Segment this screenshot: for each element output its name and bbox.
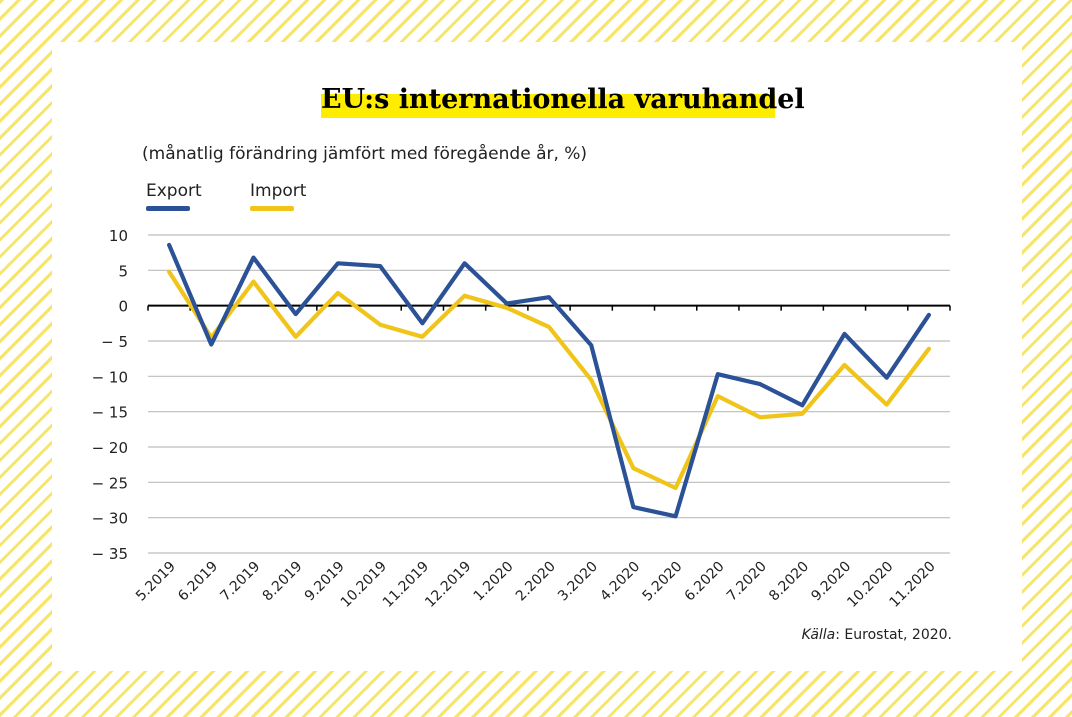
y-tick-label: − 20 (92, 439, 128, 457)
x-tick-label: 5.2019 (133, 559, 179, 605)
y-tick-label: − 5 (101, 333, 128, 351)
y-tick-label: − 30 (92, 510, 128, 528)
x-tick-label: 4.2020 (597, 559, 643, 605)
legend-label-export: Export (146, 181, 202, 201)
title-highlight (321, 94, 775, 118)
series-line-import (167, 269, 932, 491)
x-tick-label: 3.2020 (555, 559, 601, 605)
y-tick-label: 0 (118, 298, 128, 316)
y-tick-label: − 35 (92, 545, 128, 563)
series-line-export (167, 242, 932, 519)
source-label: Källa (801, 627, 836, 643)
chart-title: EU:s internationella varuhandel (321, 84, 805, 115)
y-tick-label: 5 (118, 262, 128, 280)
x-tick-label: 7.2019 (217, 559, 263, 605)
x-tick-label: 6.2020 (682, 559, 728, 605)
y-tick-label: − 25 (92, 474, 128, 492)
x-tick-label: 6.2019 (175, 559, 221, 605)
y-tick-label: − 10 (92, 368, 128, 386)
legend-label-import: Import (250, 181, 307, 201)
chart-subtitle: (månatlig förändring jämfört med föregåe… (142, 144, 588, 164)
source-note: Källa: Eurostat, 2020. (802, 627, 952, 643)
x-tick-label: 12.2019 (422, 559, 474, 611)
legend-swatch-import (250, 206, 294, 211)
chart-card: EU:s internationella varuhandel (månatli… (52, 42, 1022, 671)
x-tick-label: 11.2020 (886, 559, 938, 611)
x-tick-label: 1.2020 (471, 559, 517, 605)
source-text: : Eurostat, 2020. (835, 627, 952, 643)
x-tick-label: 8.2019 (260, 559, 306, 605)
y-tick-label: − 15 (92, 404, 128, 422)
x-tick-label: 5.2020 (639, 559, 685, 605)
legend-swatch-export (146, 206, 190, 211)
x-tick-label: 7.2020 (724, 559, 770, 605)
x-tick-label: 2.2020 (513, 559, 559, 605)
x-tick-label: 8.2020 (766, 559, 812, 605)
title-block: EU:s internationella varuhandel (321, 80, 805, 120)
y-tick-label: 10 (109, 227, 128, 245)
